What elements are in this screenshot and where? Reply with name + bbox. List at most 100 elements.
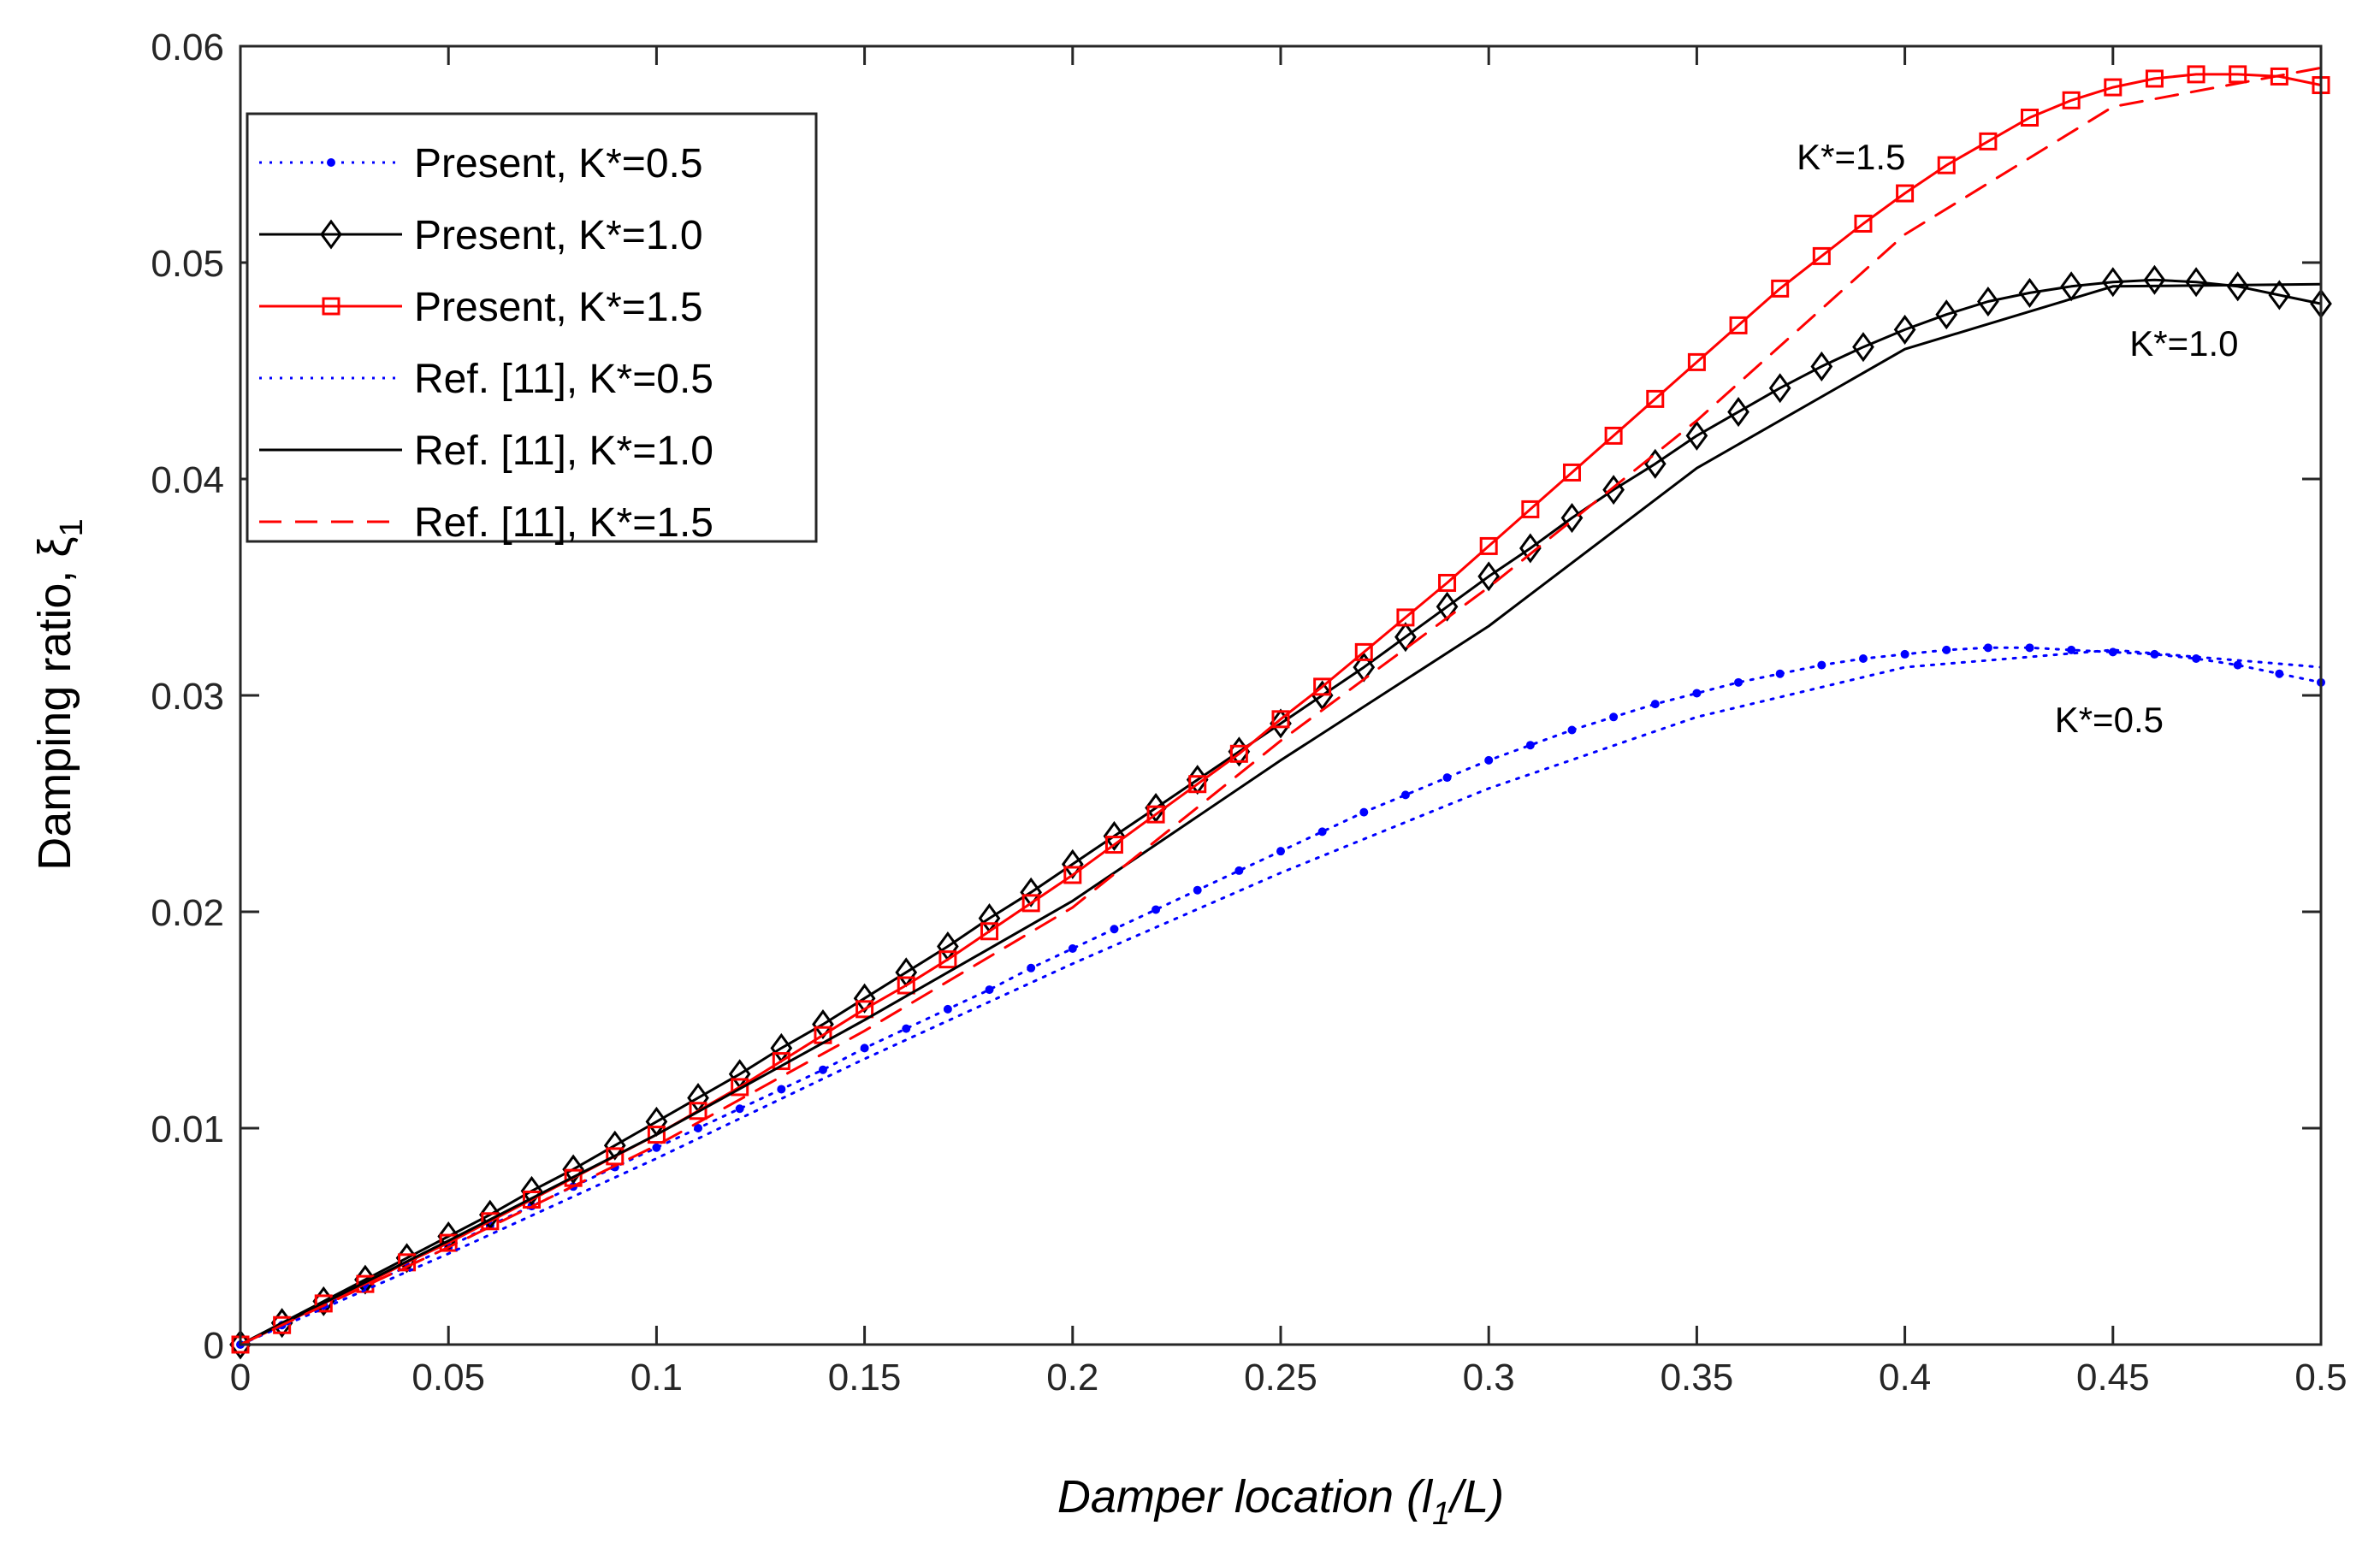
data-point	[314, 1294, 333, 1313]
data-point	[1484, 755, 1494, 765]
x-axis-title: Damper location (l1/L)	[1057, 1471, 1504, 1532]
data-point	[1354, 642, 1373, 661]
legend-label: Ref. [11], K*=1.5	[414, 500, 713, 546]
data-point	[1519, 533, 1542, 564]
x-tick-label: 0.5	[2294, 1357, 2347, 1398]
y-tick-label: 0.03	[151, 676, 224, 718]
x-tick-label: 0.35	[1661, 1357, 1734, 1398]
data-point	[1979, 132, 1998, 151]
data-point	[1775, 669, 1785, 678]
data-point	[1438, 573, 1457, 592]
data-point	[2143, 264, 2166, 295]
data-point	[273, 1315, 292, 1334]
y-axis-title-main: Damping ratio, ξ	[29, 536, 80, 870]
legend-label: Present, K*=1.0	[414, 213, 703, 258]
series-line	[239, 282, 2323, 1346]
data-point	[1479, 536, 1498, 555]
data-point	[437, 1221, 460, 1252]
data-point	[1942, 645, 1951, 654]
x-tick-label: 0.15	[828, 1357, 902, 1398]
legend-label: Present, K*=1.5	[414, 285, 703, 330]
data-point	[2233, 660, 2242, 670]
data-point	[2062, 91, 2081, 109]
data-point	[1812, 246, 1831, 265]
data-point	[1768, 373, 1791, 404]
x-axis-title-sub: 1	[1432, 1496, 1450, 1532]
data-point	[2025, 643, 2034, 653]
data-point	[938, 950, 957, 969]
data-point	[647, 1126, 666, 1144]
data-point	[2067, 645, 2076, 654]
y-tick-label: 0.02	[151, 892, 224, 934]
annotation-layer: K*=1.5 K*=1.0 K*=0.5	[1797, 137, 2238, 740]
data-point	[1560, 503, 1584, 534]
data-point	[1604, 426, 1623, 445]
y-axis-title: Damping ratio, ξ1	[29, 518, 90, 870]
data-point	[606, 1147, 625, 1166]
curve-annotation: K*=1.5	[1797, 137, 1905, 177]
data-point	[603, 1130, 626, 1161]
data-point	[853, 983, 876, 1014]
data-point	[812, 1009, 834, 1040]
data-point	[1858, 653, 1868, 663]
data-point	[1896, 184, 1915, 203]
data-point	[1477, 561, 1501, 592]
data-point	[1103, 820, 1126, 851]
y-tick-label: 0	[204, 1325, 224, 1367]
legend-marker	[327, 158, 335, 167]
data-point	[1983, 643, 1992, 653]
series-line	[239, 278, 2323, 1346]
data-point	[980, 922, 999, 941]
x-tick-label: 0.25	[1244, 1357, 1317, 1398]
data-point	[2145, 69, 2164, 88]
data-point	[520, 1175, 543, 1206]
data-point	[1234, 866, 1244, 875]
data-point	[1854, 214, 1873, 233]
data-point	[1729, 316, 1748, 334]
x-tick-label: 0.3	[1463, 1357, 1515, 1398]
data-point	[1937, 156, 1956, 174]
x-tick-label: 0	[230, 1357, 251, 1398]
data-point	[694, 1124, 703, 1132]
data-point	[1893, 314, 1916, 345]
data-point	[1271, 710, 1290, 729]
series-line	[239, 648, 2323, 1346]
data-point	[1317, 827, 1327, 837]
data-point	[2101, 267, 2124, 298]
data-point	[1852, 332, 1874, 363]
series-layer	[229, 65, 2332, 1360]
data-point	[1900, 649, 1909, 659]
data-point	[777, 1085, 786, 1094]
data-point	[1145, 793, 1167, 824]
legend-item: Ref. [11], K*=1.0	[259, 429, 713, 474]
data-point	[1687, 352, 1706, 371]
legend-marker	[320, 219, 342, 250]
data-point	[1727, 397, 1749, 428]
data-point	[2185, 267, 2207, 298]
data-point	[2192, 653, 2201, 663]
data-point	[481, 1212, 500, 1231]
data-point	[1977, 287, 1999, 317]
data-point	[522, 1190, 541, 1209]
legend-item: Ref. [11], K*=0.5	[259, 357, 713, 402]
series-line	[239, 66, 2323, 1346]
data-point	[1602, 475, 1625, 505]
data-point	[1068, 944, 1077, 954]
data-point	[1685, 420, 1708, 451]
series-4	[239, 648, 2323, 1346]
data-point	[1400, 790, 1410, 800]
data-point	[1646, 389, 1665, 408]
legend-marker	[322, 297, 340, 316]
data-point	[943, 1004, 952, 1014]
data-point	[1061, 848, 1084, 879]
data-point	[860, 1044, 869, 1053]
data-point	[1396, 608, 1415, 627]
data-point	[2104, 78, 2122, 97]
data-point	[2226, 271, 2249, 302]
data-point	[478, 1199, 501, 1230]
data-point	[1771, 279, 1790, 298]
data-point	[1442, 773, 1452, 783]
curve-annotation: K*=0.5	[2055, 700, 2164, 740]
data-point	[2150, 649, 2159, 659]
